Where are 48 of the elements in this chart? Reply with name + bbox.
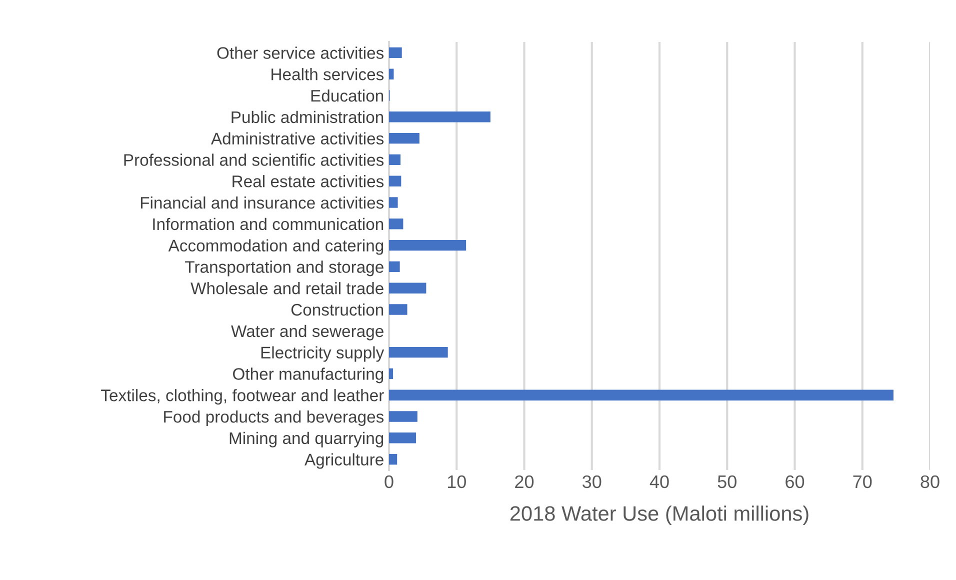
y-tick-label: Electricity supply (261, 346, 384, 362)
y-tick-label: Textiles, clothing, footwear and leather (101, 389, 384, 405)
y-tick-label: Water and sewerage (231, 324, 384, 340)
bar (389, 368, 394, 380)
x-tick-label: 10 (448, 475, 466, 488)
y-tick-label: Information and communication (153, 218, 384, 230)
bar (389, 112, 490, 122)
x-tick-label: 50 (718, 475, 736, 488)
bar (389, 132, 420, 144)
bar (389, 176, 402, 186)
bar (389, 282, 426, 294)
y-tick-label: Financial and insurance activities (140, 196, 384, 209)
bar (389, 197, 398, 208)
y-tick-label: Other service activities (217, 46, 384, 59)
y-tick-label: Agriculture (304, 453, 384, 469)
bar (389, 154, 400, 166)
bar (389, 240, 466, 251)
y-tick-label: Education (311, 89, 384, 102)
y-tick-label: Public administration (232, 110, 384, 124)
x-tick-label: 30 (582, 475, 602, 488)
bar (389, 218, 404, 230)
bar (389, 304, 408, 315)
bar (389, 346, 448, 358)
y-tick-label: Real estate activities (232, 175, 384, 188)
bar (389, 432, 416, 444)
y-tick-label: Construction (291, 303, 384, 316)
y-tick-label: Accommodation and catering (168, 239, 384, 255)
bar (389, 454, 398, 465)
y-tick-label: Wholesale and retail trade (190, 282, 384, 294)
bar (389, 47, 402, 58)
x-tick-label: 60 (786, 475, 804, 488)
y-tick-label: Administrative activities (210, 132, 384, 145)
x-tick-label: 40 (650, 475, 669, 488)
x-tick-label: 0 (384, 475, 394, 488)
bar (389, 68, 394, 80)
x-tick-label: 70 (853, 475, 872, 488)
y-tick-label: Professional and scientific activities (124, 154, 384, 166)
y-tick-label: Transportation and storage (185, 260, 384, 276)
bar (389, 411, 418, 422)
x-tick-label: 20 (515, 475, 534, 488)
bar (389, 390, 894, 400)
y-tick-label: Other manufacturing (233, 368, 384, 384)
y-tick-label: Food products and beverages (164, 410, 384, 426)
y-tick-label: Health services (272, 68, 384, 80)
x-tick-label: 80 (920, 475, 940, 488)
x-axis-title: 2018 Water Use (Maloti millions) (510, 506, 808, 525)
y-tick-label: Mining and quarrying (230, 432, 384, 448)
bar (389, 261, 400, 272)
